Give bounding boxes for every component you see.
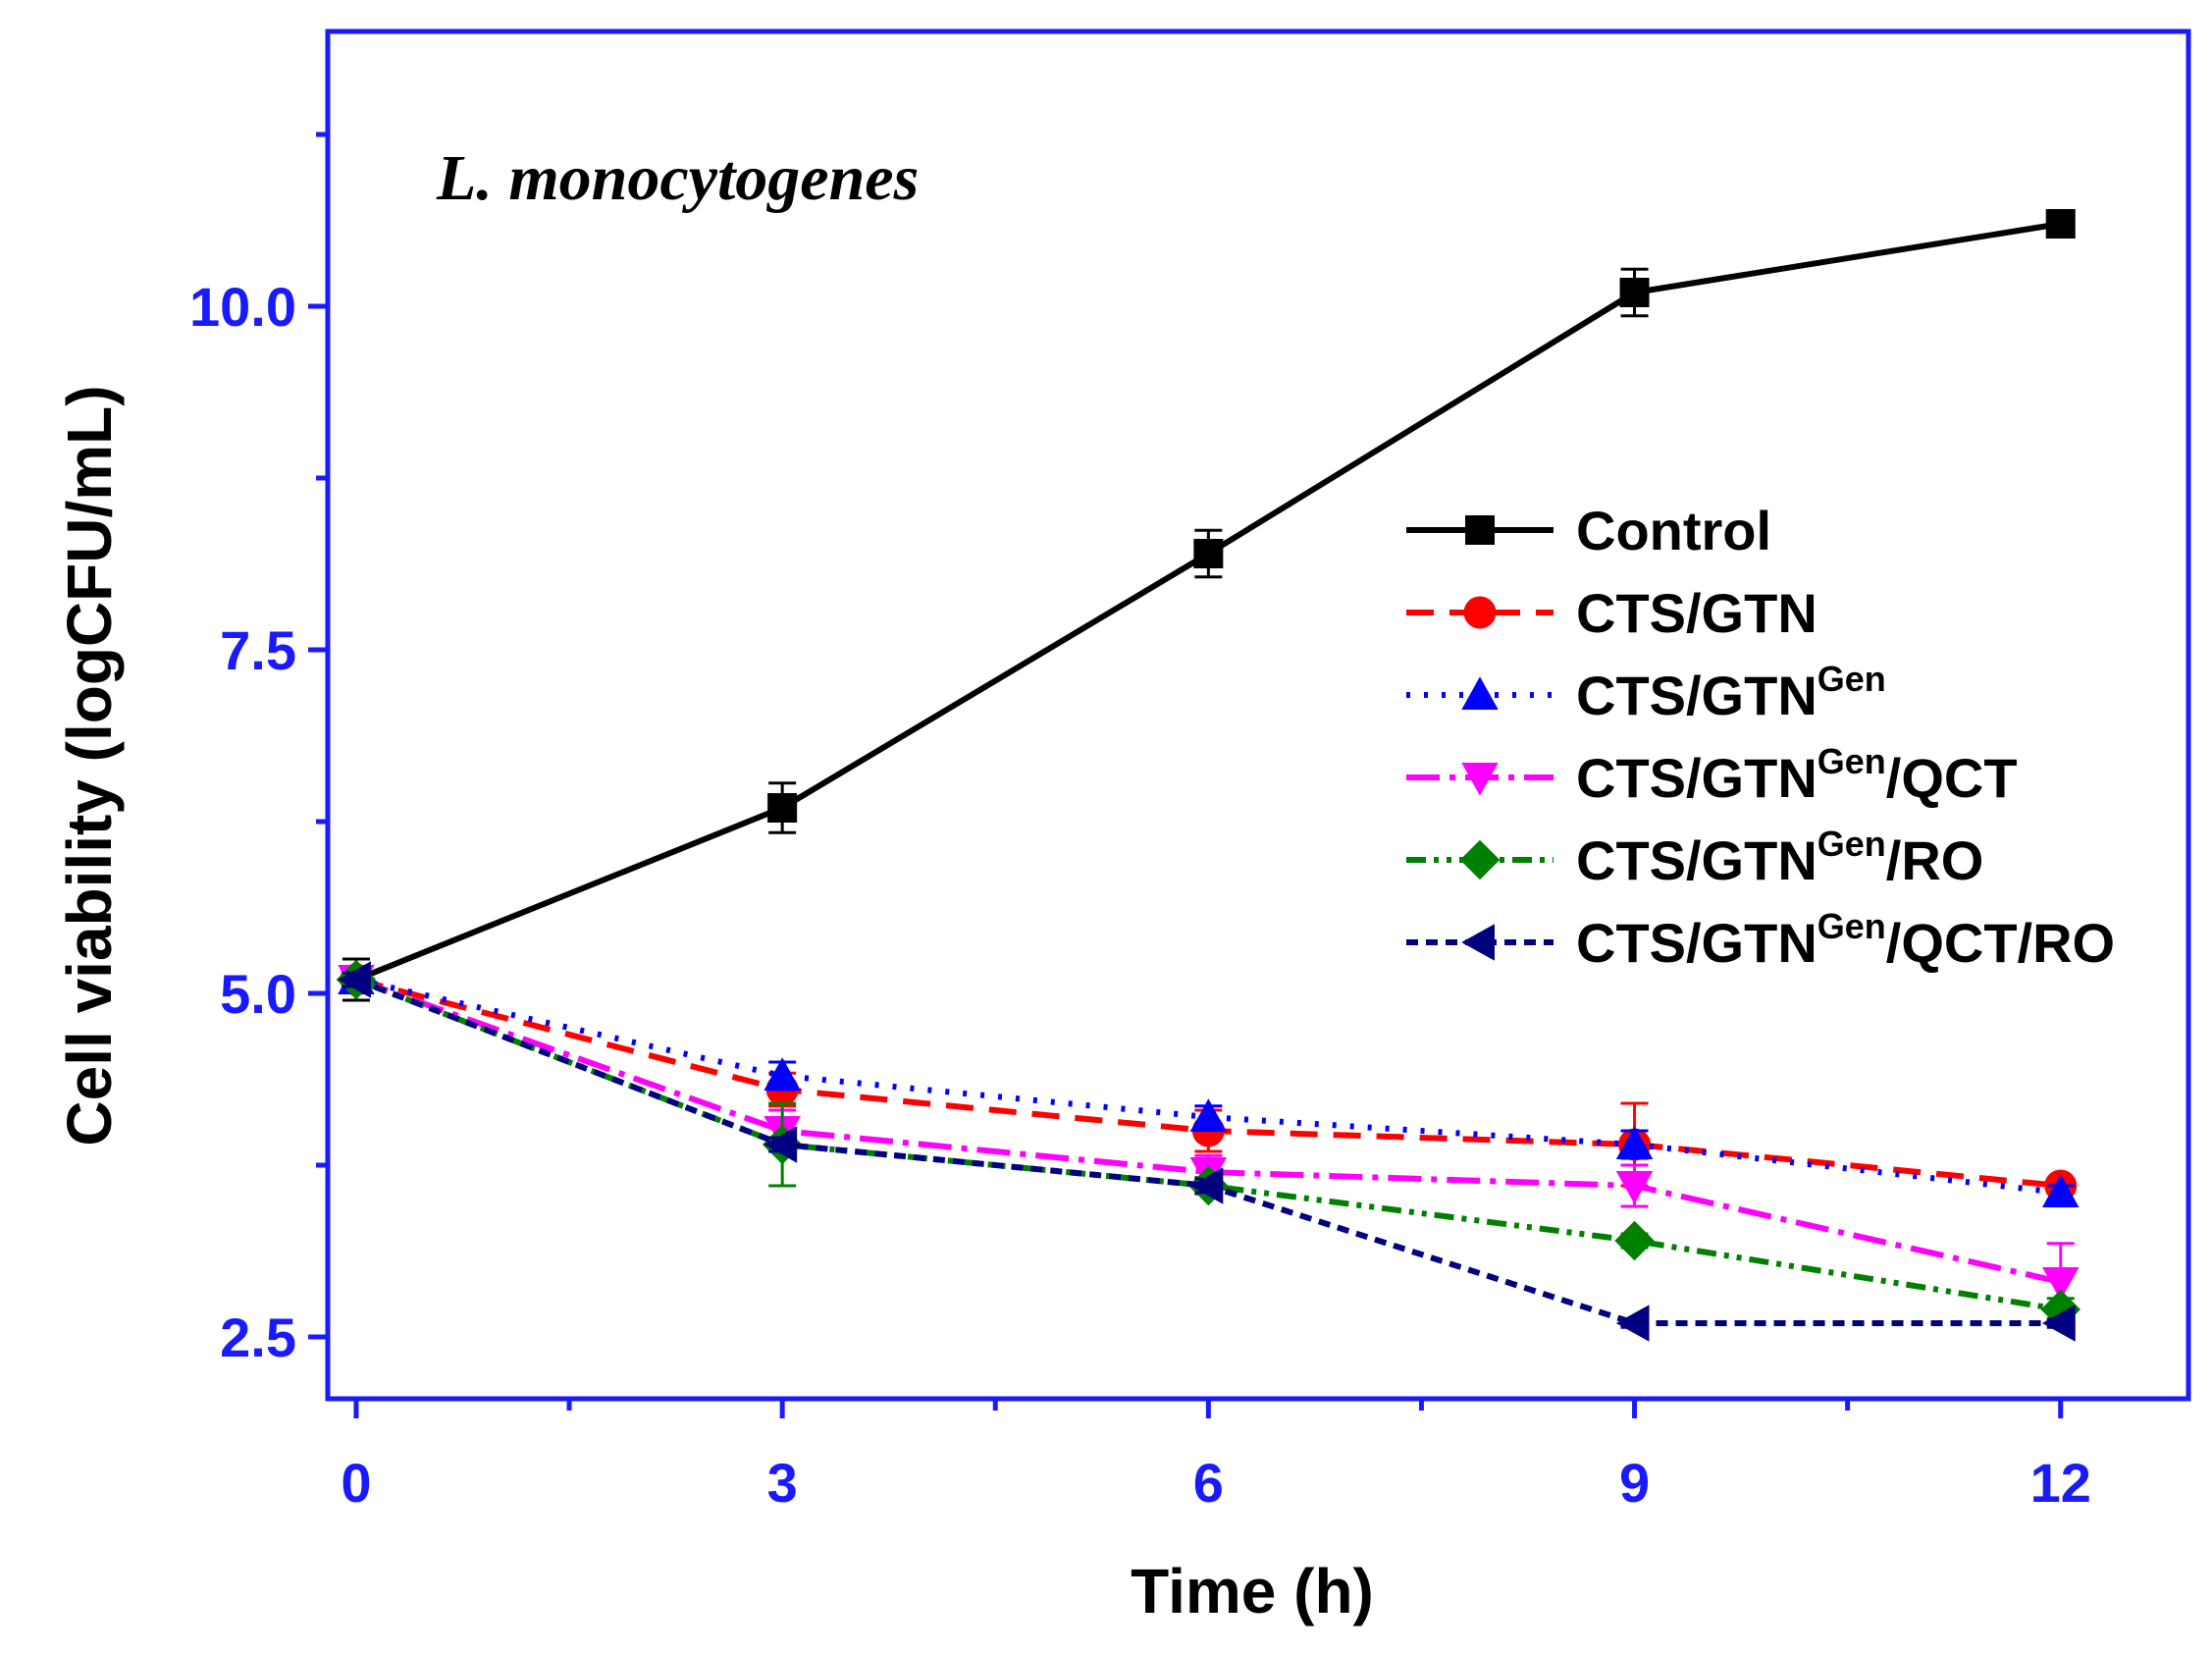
legend-marker	[1461, 763, 1499, 796]
legend-label: CTS/GTNGen/RO	[1576, 824, 1983, 891]
legend-label-part: CTS/GTN	[1576, 582, 1817, 644]
legend-label: CTS/GTNGen/QCT/RO	[1576, 906, 2115, 974]
legend-marker	[1461, 676, 1499, 710]
x-axis-title: Time (h)	[1131, 1556, 1374, 1626]
data-point	[2045, 209, 2076, 239]
data-point	[2041, 1267, 2080, 1301]
legend-label-superscript: Gen	[1817, 741, 1886, 781]
chart-title: L. monocytogenes	[436, 142, 919, 214]
x-tick-labels: 0 3 6 9 12	[341, 1452, 2091, 1514]
axis-ticks	[308, 132, 2064, 1418]
data-point	[1193, 539, 1224, 568]
legend-item: Control	[1406, 500, 1771, 561]
data-point	[1615, 1305, 1650, 1342]
data-point	[1189, 1167, 1224, 1204]
y-tick-label: 7.5	[220, 619, 296, 681]
data-point	[1614, 1220, 1655, 1261]
y-tick-label: 5.0	[220, 963, 296, 1025]
plot-border	[325, 28, 2191, 1402]
legend-label-superscript: Gen	[1817, 906, 1886, 946]
x-tick-label: 12	[2030, 1452, 2091, 1514]
series-line	[354, 977, 2062, 1285]
x-tick-label: 9	[1619, 1452, 1650, 1514]
legend-label-part: CTS/GTN	[1576, 665, 1817, 726]
legend-marker	[1461, 924, 1495, 961]
legend-label: CTS/GTN	[1576, 582, 1817, 644]
data-point	[764, 1126, 798, 1163]
y-tick-label: 2.5	[220, 1306, 296, 1368]
data-point	[1619, 278, 1650, 307]
legend-label-part: /QCT/RO	[1886, 912, 2115, 974]
legend-label: CTS/GTNGen	[1576, 659, 1886, 726]
series-layer	[336, 209, 2080, 1342]
legend-item: CTS/GTNGen/RO	[1406, 824, 1983, 891]
legend-label-part: /RO	[1886, 829, 1984, 891]
plot-frame	[325, 28, 2191, 1402]
legend-label: CTS/GTNGen/QCT	[1576, 741, 2018, 809]
y-tick-labels: 2.5 5.0 7.5 10.0	[189, 276, 296, 1368]
legend-item: CTS/GTNGen	[1406, 659, 1886, 726]
legend-item: CTS/GTN	[1406, 582, 1817, 644]
x-tick-label: 6	[1193, 1452, 1224, 1514]
legend-label-superscript: Gen	[1817, 659, 1886, 699]
legend-marker	[1465, 515, 1495, 545]
data-point	[2041, 1174, 2080, 1207]
x-tick-label: 3	[767, 1452, 798, 1514]
x-tick-label: 0	[341, 1452, 371, 1514]
data-point	[1615, 1171, 1654, 1204]
data-point	[1615, 1126, 1654, 1159]
data-point	[2041, 1305, 2076, 1342]
y-tick-label: 10.0	[189, 276, 296, 338]
y-axis-title: Cell viability (logCFU/mL)	[54, 385, 125, 1146]
legend-marker	[1463, 596, 1497, 629]
legend-label-part: CTS/GTN	[1576, 747, 1817, 809]
legend-item: CTS/GTNGen/QCT	[1406, 741, 2018, 809]
series-6	[338, 961, 2076, 1342]
legend-label: Control	[1576, 500, 1771, 561]
legend-label-part: Control	[1576, 500, 1771, 561]
data-point	[764, 1057, 801, 1091]
legend-label-part: CTS/GTN	[1576, 912, 1817, 974]
legend-label-part: CTS/GTN	[1576, 829, 1817, 891]
data-point	[767, 793, 798, 823]
legend-label-superscript: Gen	[1817, 824, 1886, 864]
legend-marker	[1459, 839, 1501, 880]
data-point	[338, 961, 371, 998]
legend-label-part: /QCT	[1886, 747, 2018, 809]
series-line	[354, 977, 2062, 1312]
legend: ControlCTS/GTNCTS/GTNGenCTS/GTNGen/QCTCT…	[1406, 500, 2115, 974]
legend-item: CTS/GTNGen/QCT/RO	[1406, 906, 2115, 974]
data-point	[1189, 1098, 1228, 1132]
